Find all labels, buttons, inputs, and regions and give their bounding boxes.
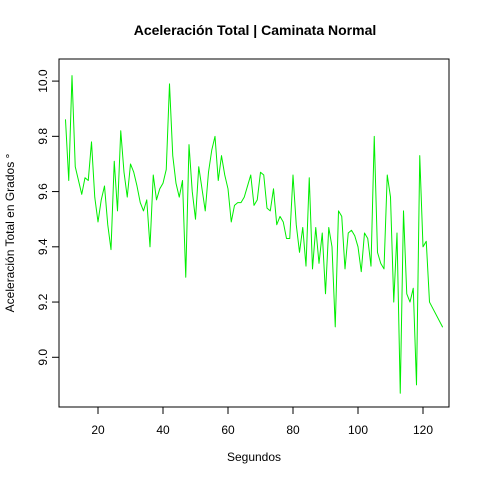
x-tick-label: 60 — [221, 423, 235, 437]
y-tick-label: 9.0 — [36, 349, 50, 366]
x-tick-label: 80 — [286, 423, 300, 437]
series-line — [65, 75, 443, 394]
y-tick-label: 9.6 — [36, 183, 50, 200]
x-tick-label: 120 — [413, 423, 433, 437]
x-tick-label: 20 — [91, 423, 105, 437]
y-tick-label: 9.4 — [36, 238, 50, 255]
x-axis-label: Segundos — [227, 450, 281, 464]
x-axis: 20 40 60 80 100 120 — [91, 406, 433, 437]
chart-title: Aceleración Total | Caminata Normal — [134, 22, 377, 38]
y-axis: 9.0 9.2 9.4 9.6 9.8 10.0 — [36, 69, 60, 366]
y-axis-label: Aceleración Total en Grados ° — [3, 153, 17, 312]
x-tick-label: 100 — [348, 423, 368, 437]
y-tick-label: 9.2 — [36, 293, 50, 310]
y-tick-label: 9.8 — [36, 128, 50, 145]
x-tick-label: 40 — [156, 423, 170, 437]
y-tick-label: 10.0 — [36, 69, 50, 93]
series-layer — [65, 75, 443, 394]
